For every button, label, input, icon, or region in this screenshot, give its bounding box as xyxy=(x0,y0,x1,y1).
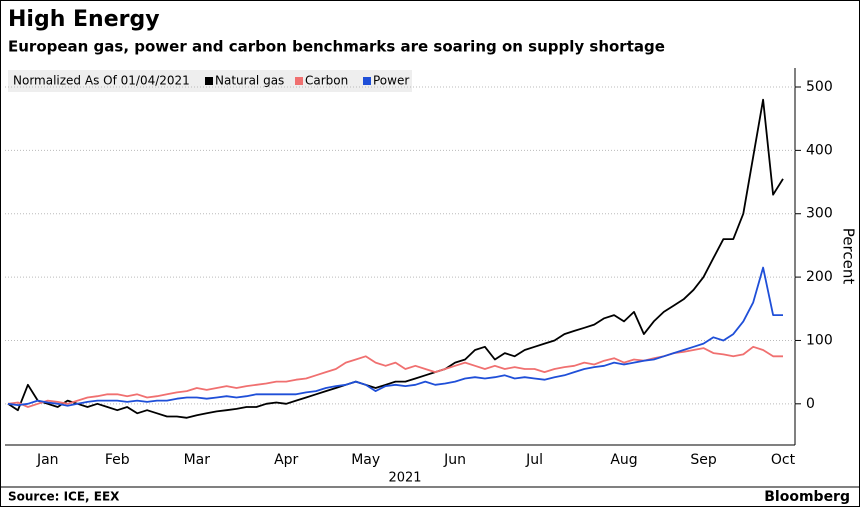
series-line xyxy=(7,345,783,408)
y-axis-label: Percent xyxy=(840,228,858,285)
x-tick-label: Sep xyxy=(690,452,717,468)
x-tick-label: Oct xyxy=(771,452,796,468)
source: Source: ICE, EEX xyxy=(8,490,120,504)
legend-title: Normalized As Of 01/04/2021 xyxy=(13,74,190,88)
x-tick-label: Jul xyxy=(525,452,543,468)
legend-swatch xyxy=(363,77,371,85)
x-axis-label: 2021 xyxy=(388,471,421,486)
y-tick-label: 200 xyxy=(806,269,833,285)
x-tick-label: Feb xyxy=(105,452,130,468)
chart-subtitle: European gas, power and carbon benchmark… xyxy=(8,38,665,56)
legend-swatch xyxy=(295,77,303,85)
legend-label: Power xyxy=(373,74,409,88)
chart-title: High Energy xyxy=(8,7,160,32)
x-tick-label: Apr xyxy=(274,452,298,468)
y-tick-label: 300 xyxy=(806,206,833,222)
x-tick-label: Aug xyxy=(610,452,637,468)
x-tick-label: Jun xyxy=(443,452,466,468)
y-tick-label: 500 xyxy=(806,79,833,95)
series-line xyxy=(7,98,784,419)
brand: Bloomberg xyxy=(764,489,850,505)
legend-swatch xyxy=(205,77,213,85)
legend-label: Carbon xyxy=(305,74,348,88)
y-tick-label: 400 xyxy=(806,142,833,158)
x-tick-label: Mar xyxy=(184,452,211,468)
legend-label: Natural gas xyxy=(215,74,284,88)
y-tick-label: 0 xyxy=(806,396,815,412)
series-line xyxy=(7,266,783,407)
x-tick-label: May xyxy=(351,452,380,468)
x-tick-label: Jan xyxy=(36,452,59,468)
y-tick-label: 100 xyxy=(806,332,833,348)
